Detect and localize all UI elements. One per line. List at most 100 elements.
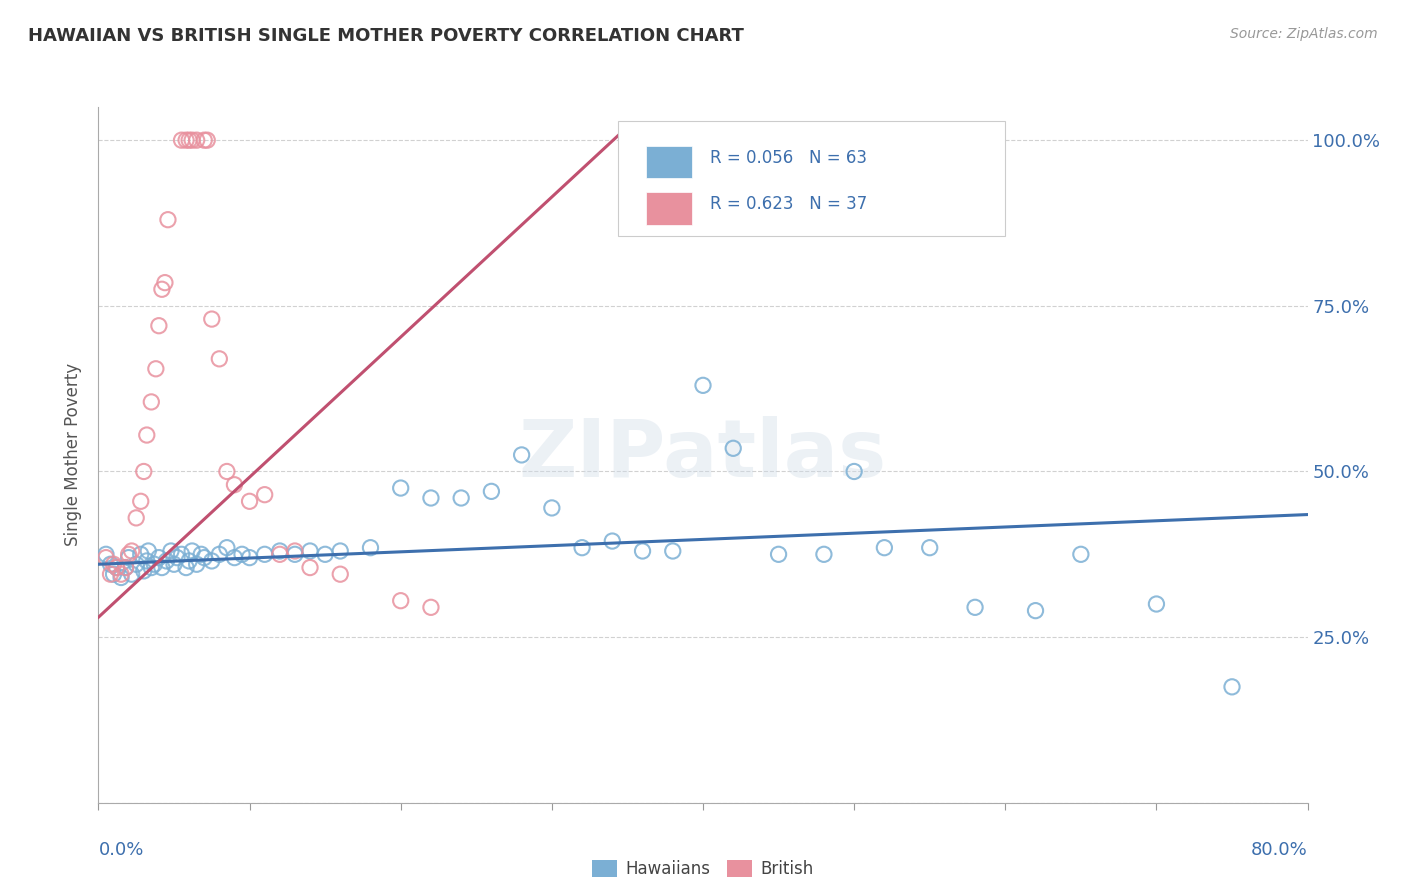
Point [121, 567, 143, 582]
Point [918, 541, 941, 555]
Point [481, 484, 503, 499]
Point [813, 547, 835, 561]
Point [224, 550, 246, 565]
Point [174, 560, 197, 574]
Point [135, 554, 157, 568]
Point [129, 547, 152, 561]
Point [1024, 604, 1046, 618]
Point [94, 550, 117, 565]
Point [179, 554, 201, 568]
Point [965, 600, 987, 615]
Point [94, 547, 117, 561]
Point [193, 133, 215, 147]
Point [148, 318, 170, 333]
Point [299, 544, 322, 558]
Text: Source: ZipAtlas.com: Source: ZipAtlas.com [1230, 27, 1378, 41]
Point [510, 448, 533, 462]
Point [231, 547, 253, 561]
Point [360, 541, 382, 555]
Point [186, 133, 208, 147]
Point [155, 554, 177, 568]
Point [329, 544, 352, 558]
Bar [647, 193, 692, 225]
Point [136, 544, 159, 558]
Point [118, 550, 141, 565]
Point [239, 550, 262, 565]
Point [420, 491, 443, 505]
Point [602, 534, 624, 549]
Point [186, 558, 208, 572]
Point [269, 547, 291, 561]
Point [195, 133, 218, 147]
Point [284, 544, 307, 558]
Bar [647, 145, 692, 178]
Point [571, 541, 593, 555]
Point [100, 567, 122, 582]
Point [103, 558, 125, 572]
Y-axis label: Single Mother Poverty: Single Mother Poverty [65, 363, 83, 547]
Point [239, 494, 262, 508]
Point [181, 133, 204, 147]
Point [1220, 680, 1243, 694]
Point [114, 560, 136, 574]
Point [420, 600, 443, 615]
Point [768, 547, 790, 561]
Point [201, 312, 224, 326]
Point [253, 547, 276, 561]
Point [103, 567, 125, 582]
Point [105, 560, 128, 574]
Point [114, 560, 136, 574]
Point [193, 550, 215, 565]
Point [215, 465, 238, 479]
Point [181, 544, 204, 558]
Point [132, 564, 155, 578]
Point [143, 558, 166, 572]
Point [208, 547, 231, 561]
Point [121, 544, 143, 558]
Text: 80.0%: 80.0% [1251, 841, 1308, 859]
FancyBboxPatch shape [619, 121, 1005, 235]
Point [208, 351, 231, 366]
Point [179, 133, 201, 147]
Point [141, 560, 163, 574]
Legend: Hawaiians, British: Hawaiians, British [585, 854, 821, 885]
Text: HAWAIIAN VS BRITISH SINGLE MOTHER POVERTY CORRELATION CHART: HAWAIIAN VS BRITISH SINGLE MOTHER POVERT… [28, 27, 744, 45]
Point [150, 282, 173, 296]
Point [125, 511, 148, 525]
Point [201, 554, 224, 568]
Point [129, 494, 152, 508]
Point [148, 550, 170, 565]
Point [132, 465, 155, 479]
Point [723, 442, 745, 456]
Text: 0.0%: 0.0% [98, 841, 143, 859]
Point [873, 541, 896, 555]
Point [170, 547, 193, 561]
Point [299, 560, 322, 574]
Point [166, 550, 188, 565]
Point [135, 428, 157, 442]
Point [156, 212, 179, 227]
Point [631, 544, 654, 558]
Point [190, 547, 212, 561]
Point [170, 133, 193, 147]
Point [100, 558, 122, 572]
Point [118, 547, 141, 561]
Point [253, 488, 276, 502]
Point [150, 560, 173, 574]
Point [224, 477, 246, 491]
Point [450, 491, 472, 505]
Point [110, 570, 132, 584]
Point [174, 133, 197, 147]
Point [389, 593, 412, 607]
Point [269, 544, 291, 558]
Point [125, 558, 148, 572]
Point [329, 567, 352, 582]
Text: R = 0.056   N = 63: R = 0.056 N = 63 [710, 149, 868, 167]
Point [160, 544, 183, 558]
Point [110, 567, 132, 582]
Point [284, 547, 307, 561]
Point [141, 395, 163, 409]
Point [163, 558, 186, 572]
Point [105, 560, 128, 574]
Point [145, 361, 167, 376]
